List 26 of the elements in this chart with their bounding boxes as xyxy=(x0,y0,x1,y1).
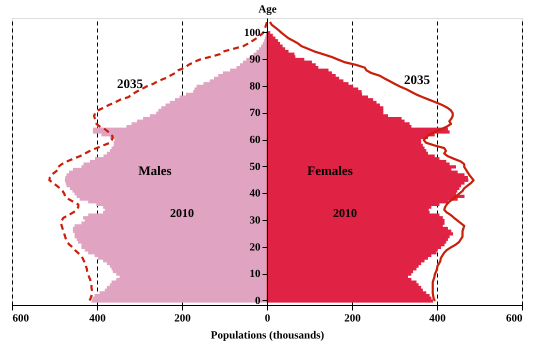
annotation: 2010 xyxy=(170,206,194,220)
y-tick-label: 100 xyxy=(244,26,261,39)
y-tick-label: 0 xyxy=(255,294,261,307)
y-tick-label: 60 xyxy=(250,134,261,146)
annotation: 2010 xyxy=(333,206,357,220)
series-label: Females xyxy=(307,163,353,178)
y-tick-label: 90 xyxy=(250,54,261,66)
y-tick-label: 40 xyxy=(250,188,261,200)
series-label: 2035 xyxy=(117,76,144,91)
series-label: 2035 xyxy=(404,72,430,87)
y-axis-title: Age xyxy=(258,4,277,16)
y-tick-label: 70 xyxy=(250,107,261,120)
x-tick-label: 200 xyxy=(174,312,192,324)
y-tick-label: 50 xyxy=(250,160,261,173)
series-label: Males xyxy=(138,163,172,178)
x-tick-label: 600 xyxy=(506,312,523,324)
x-tick-label: 400 xyxy=(89,312,106,324)
y-tick-label: 80 xyxy=(250,80,261,92)
x-tick-label: 0 xyxy=(264,312,271,324)
x-tick-label: 200 xyxy=(344,312,362,324)
y-tick-label: 10 xyxy=(250,268,261,280)
x-tick-label: 600 xyxy=(12,312,30,324)
x-tick-label: 400 xyxy=(429,312,446,324)
y-tick-label: 20 xyxy=(250,241,261,254)
y-tick-label: 30 xyxy=(250,214,261,227)
x-axis-title: Populations (thousands) xyxy=(210,330,325,342)
